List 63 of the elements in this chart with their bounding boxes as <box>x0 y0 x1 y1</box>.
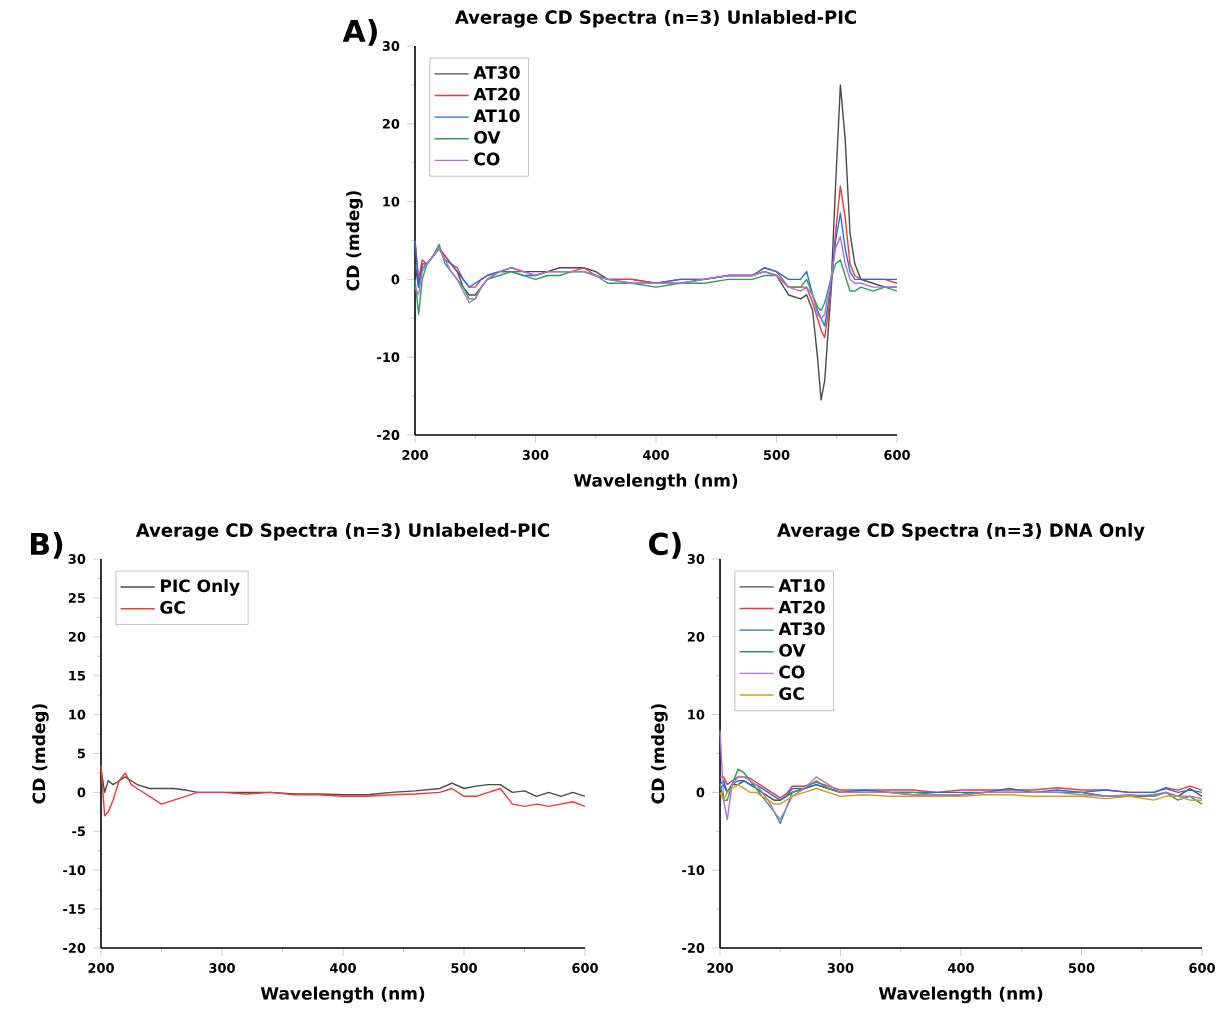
x-tick-label: 600 <box>572 963 598 973</box>
legend-label: OV <box>779 643 806 657</box>
legend-label: AT30 <box>778 622 825 636</box>
y-tick-label: -15 <box>63 904 86 914</box>
y-tick-label: -20 <box>377 430 400 440</box>
y-tick-label: 30 <box>382 41 400 51</box>
y-tick-label: 20 <box>687 631 705 642</box>
y-tick-label: -20 <box>682 943 705 953</box>
legend-label: AT30 <box>473 66 520 79</box>
y-tick-label: 5 <box>77 748 86 759</box>
y-tick-label: 30 <box>687 554 705 564</box>
y-axis-title: CD (mdeg) <box>32 704 49 804</box>
x-tick-label: 500 <box>763 450 790 460</box>
text: C) <box>649 532 681 559</box>
y-axis-title: CD (mdeg) <box>346 191 363 291</box>
y-tick-label: 20 <box>382 118 400 129</box>
y-tick-label: 0 <box>696 787 705 798</box>
x-tick-label: 300 <box>522 450 549 460</box>
x-tick-label: 600 <box>884 450 910 460</box>
x-tick-label: 200 <box>88 963 114 973</box>
y-tick-label: -10 <box>377 352 400 363</box>
x-axis-title: Wavelength (nm) <box>878 986 1043 1004</box>
y-tick-label: 10 <box>688 709 705 720</box>
chart-title: Average CD Spectra (n=3) Unlabeled-PIC <box>135 523 550 541</box>
legend-label: AT10 <box>473 109 520 123</box>
y-tick-label: 20 <box>68 631 86 642</box>
legend-label: AT20 <box>473 87 520 101</box>
y-tick-label: 25 <box>68 593 86 603</box>
y-tick-label: 15 <box>69 670 86 681</box>
legend-label: CO <box>474 152 500 166</box>
x-tick-label: 500 <box>451 963 477 973</box>
legend-label: AT20 <box>778 600 825 614</box>
x-tick-label: 400 <box>643 450 669 460</box>
chart-title: Average CD Spectra (n=3) DNA Only <box>777 523 1145 541</box>
text: B) <box>30 532 63 559</box>
x-tick-label: 300 <box>209 963 235 973</box>
y-axis-title: CD (mdeg) <box>651 704 668 804</box>
x-tick-label: 200 <box>402 450 428 460</box>
y-tick-label: -10 <box>682 865 705 876</box>
x-axis-title: Wavelength (nm) <box>573 473 738 491</box>
x-tick-label: 300 <box>827 963 854 973</box>
text: A) <box>342 19 377 46</box>
legend-label: OV <box>474 130 501 144</box>
legend-label: GC <box>160 601 185 614</box>
x-tick-label: 600 <box>1189 963 1215 973</box>
legend-label: GC <box>779 687 804 701</box>
x-tick-label: 400 <box>948 963 974 973</box>
x-tick-label: 500 <box>1068 963 1095 973</box>
legend-label: PIC Only <box>161 579 240 596</box>
x-tick-label: 400 <box>330 963 356 973</box>
y-tick-label: -20 <box>63 943 86 953</box>
legend-label: AT10 <box>778 579 825 592</box>
y-tick-label: 30 <box>68 554 86 564</box>
x-tick-label: 200 <box>707 963 733 973</box>
y-tick-label: -10 <box>63 865 86 876</box>
y-tick-label: -5 <box>72 826 86 837</box>
chart-title: Average CD Spectra (n=3) Unlabled-PIC <box>454 10 856 28</box>
y-tick-label: 10 <box>383 196 400 207</box>
x-axis-title: Wavelength (nm) <box>260 986 425 1004</box>
y-tick-label: 0 <box>77 787 86 798</box>
y-tick-label: 10 <box>69 709 86 720</box>
y-tick-label: 0 <box>391 274 400 285</box>
legend-label: CO <box>779 665 805 679</box>
